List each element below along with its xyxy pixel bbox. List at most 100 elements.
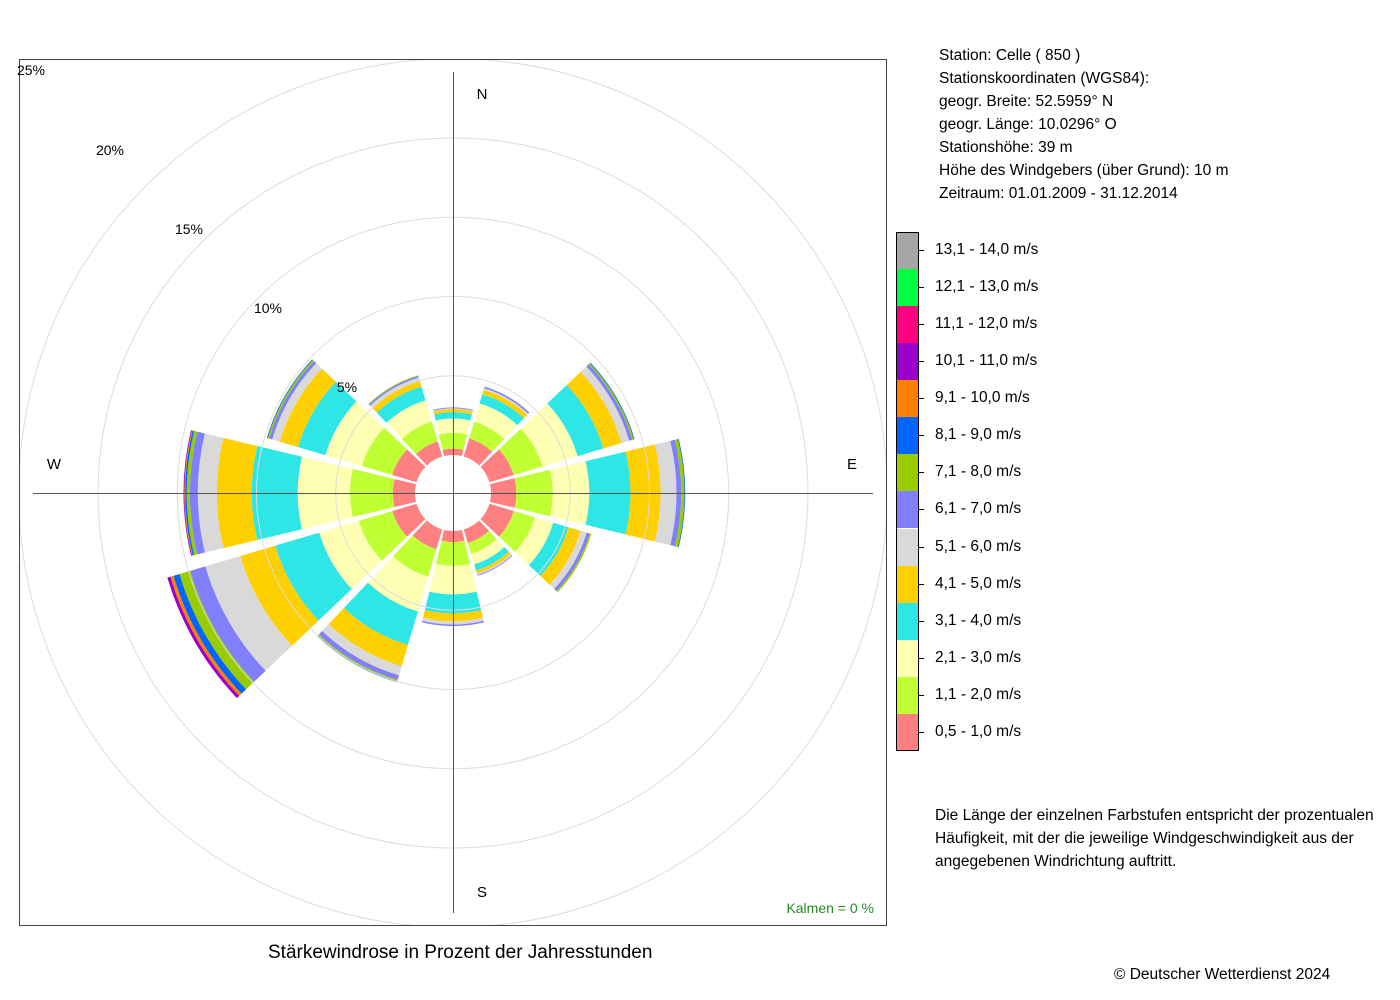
rose-segment-240-class-5 <box>240 545 319 646</box>
legend-item: 13,1 - 14,0 m/s <box>896 232 1096 269</box>
rose-segment-330-class-4 <box>376 386 426 423</box>
rose-segment-60-class-7 <box>586 364 633 441</box>
rose-segment-150-class-4 <box>474 547 509 571</box>
compass-label-north: N <box>477 86 488 103</box>
legend-swatch <box>896 639 919 677</box>
legend-item: 2,1 - 3,0 m/s <box>896 639 1096 677</box>
rose-segment-90-class-8 <box>674 438 685 548</box>
legend-item: 5,1 - 6,0 m/s <box>896 528 1096 566</box>
station-info: Station: Celle ( 850 ) Stationskoordinat… <box>939 44 1228 205</box>
rose-segment-240-class-1 <box>392 503 426 537</box>
rose-segment-210-class-2 <box>393 535 437 577</box>
rose-segment-120-class-6 <box>549 530 587 589</box>
legend-label: 9,1 - 10,0 m/s <box>935 389 1030 407</box>
rose-segment-60-class-2 <box>498 428 543 475</box>
rose-segment-60-class-3 <box>520 403 578 467</box>
legend-tick <box>919 583 924 585</box>
rose-segment-120-class-2 <box>498 511 536 552</box>
rose-segment-300-class-2 <box>361 427 408 475</box>
ring-label-20: 20% <box>96 142 124 158</box>
legend-tick <box>919 731 924 733</box>
rose-segment-300-class-7 <box>269 361 317 440</box>
legend-tick <box>919 398 924 400</box>
rose-segment-240-class-6 <box>205 556 293 671</box>
note-line-1: Die Länge der einzelnen Farbstufen entsp… <box>935 807 1374 824</box>
legend-swatch <box>896 602 919 640</box>
rose-segment-150-class-5 <box>475 551 511 574</box>
rose-segment-0-class-6 <box>433 408 473 412</box>
legend-label: 4,1 - 5,0 m/s <box>935 574 1022 592</box>
legend-label: 6,1 - 7,0 m/s <box>935 500 1022 518</box>
rose-segment-330-class-7 <box>369 376 419 406</box>
station-longitude: geogr. Länge: 10.0296° O <box>939 116 1117 133</box>
chart-caption: Stärkewindrose in Prozent der Jahresstun… <box>268 942 653 963</box>
rose-segment-210-class-3 <box>367 556 429 612</box>
legend-tick <box>919 435 924 437</box>
rose-segment-300-class-5 <box>279 368 336 448</box>
rose-segment-210-class-1 <box>412 520 443 550</box>
rose-segment-300-class-4 <box>298 381 357 456</box>
rose-segment-60-class-4 <box>547 385 604 457</box>
legend-label: 10,1 - 11,0 m/s <box>935 352 1038 370</box>
rose-segment-330-class-1 <box>415 441 443 466</box>
legend-label: 2,1 - 3,0 m/s <box>935 648 1022 666</box>
rose-segment-270-class-11 <box>183 430 192 556</box>
ring-label-15: 15% <box>175 221 203 237</box>
legend-swatch <box>896 306 919 344</box>
compass-label-west: W <box>47 456 62 473</box>
legend-item: 8,1 - 9,0 m/s <box>896 417 1096 455</box>
rose-segment-150-class-1 <box>463 520 489 544</box>
rose-segment-150-class-2 <box>467 530 497 554</box>
rose-segment-60-class-1 <box>480 449 514 483</box>
compass-axes <box>33 72 873 913</box>
rose-segment-0-class-7 <box>433 407 473 411</box>
legend-swatch <box>896 343 919 381</box>
legend-item: 9,1 - 10,0 m/s <box>896 380 1096 418</box>
legend-tick <box>919 620 924 622</box>
rose-segment-30-class-1 <box>463 438 493 466</box>
legend-tick <box>919 361 924 363</box>
rose-segment-240-class-7 <box>190 566 266 682</box>
legend-item: 3,1 - 4,0 m/s <box>896 602 1096 640</box>
rose-segment-60-class-5 <box>566 371 622 449</box>
anemometer-height: Höhe des Windgebers (über Grund): 10 m <box>939 162 1229 179</box>
rose-segment-90-class-9 <box>677 438 686 548</box>
legend-swatch <box>896 676 919 714</box>
legend-label: 1,1 - 2,0 m/s <box>935 685 1022 703</box>
ring-label-25: 25% <box>17 62 45 78</box>
compass-label-south: S <box>477 884 487 901</box>
legend-tick <box>919 546 924 548</box>
note-line-3: angegebenen Windrichtung auftritt. <box>935 853 1177 870</box>
rose-segment-180-class-6 <box>422 617 484 625</box>
legend-label: 13,1 - 14,0 m/s <box>935 241 1039 258</box>
rose-segment-30-class-4 <box>479 394 524 426</box>
legend-label: 3,1 - 4,0 m/s <box>935 611 1022 629</box>
legend-swatch <box>896 491 919 529</box>
rose-segment-30-class-3 <box>474 403 518 439</box>
rose-segment-30-class-6 <box>483 388 529 415</box>
rose-segment-60-class-6 <box>580 366 630 444</box>
rose-segment-120-class-4 <box>528 522 569 576</box>
rose-segment-210-class-6 <box>322 624 402 676</box>
legend-item: 7,1 - 8,0 m/s <box>896 454 1096 492</box>
legend-label: 0,5 - 1,0 m/s <box>935 722 1022 740</box>
legend-tick <box>919 657 924 659</box>
legend-label: 12,1 - 13,0 m/s <box>935 278 1039 296</box>
time-period: Zeitraum: 01.01.2009 - 31.12.2014 <box>939 185 1178 202</box>
rose-segment-210-class-7 <box>318 630 399 680</box>
rose-segment-90-class-7 <box>670 439 682 547</box>
legend-item: 10,1 - 11,0 m/s <box>896 343 1096 381</box>
legend-item: 4,1 - 5,0 m/s <box>896 565 1096 603</box>
legend-tick <box>919 472 924 474</box>
rose-segment-240-class-2 <box>358 511 408 561</box>
legend-swatch <box>896 380 919 418</box>
rose-segment-180-class-7 <box>421 620 485 627</box>
rose-segment-120-class-1 <box>480 503 514 537</box>
rose-segment-270-class-8 <box>186 430 198 556</box>
rose-segment-240-class-4 <box>275 532 352 621</box>
rose-segment-150-class-6 <box>476 553 512 576</box>
station-elevation: Stationshöhe: 39 m <box>939 139 1073 156</box>
copyright-notice: © Deutscher Wetterdienst 2024 <box>1114 966 1331 983</box>
legend-swatch <box>896 454 919 492</box>
explanation-note: Die Länge der einzelnen Farbstufen entsp… <box>935 804 1395 873</box>
